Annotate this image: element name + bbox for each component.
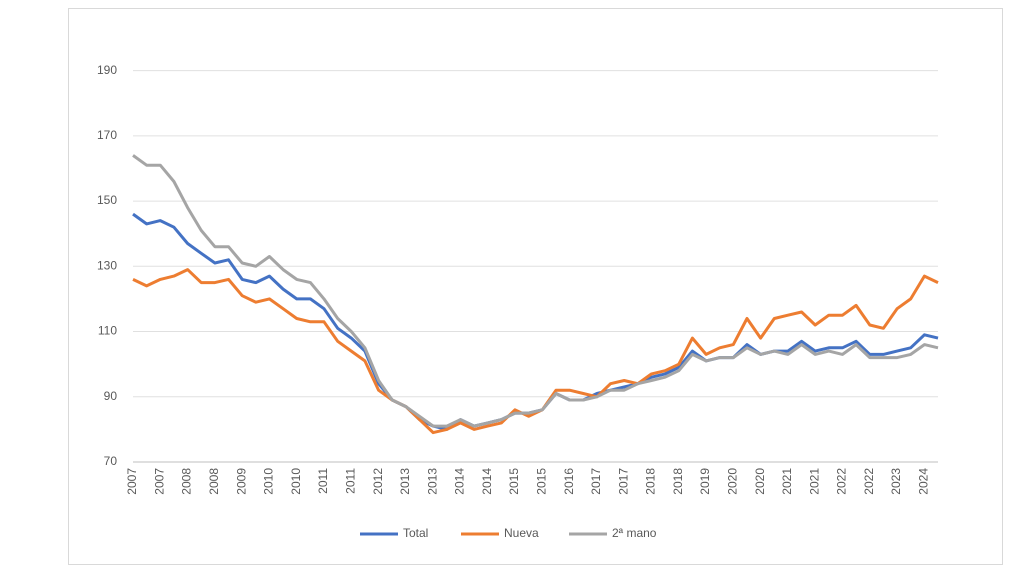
x-tick-label: 2013 [425,468,439,495]
x-tick-label: 2015 [534,468,548,495]
x-tick-label: 2018 [671,468,685,495]
x-tick-label: 2017 [589,468,603,495]
x-tick-label: 2020 [726,468,740,495]
x-tick-label: 2016 [562,468,576,495]
legend-label: Nueva [504,526,539,540]
y-tick-label: 190 [97,63,117,77]
x-tick-label: 2014 [453,468,467,495]
x-tick-label: 2017 [616,468,630,495]
x-tick-label: 2023 [889,468,903,495]
x-tick-label: 2007 [125,468,139,495]
y-tick-label: 130 [97,258,117,272]
x-tick-label: 2015 [507,468,521,495]
x-tick-label: 2008 [207,468,221,495]
x-tick-label: 2008 [180,468,194,495]
x-tick-label: 2007 [152,468,166,495]
x-tick-label: 2022 [862,468,876,495]
legend-label: 2ª mano [612,526,657,540]
x-tick-label: 2009 [234,468,248,495]
series-line [132,268,939,435]
x-tick-label: 2024 [917,468,931,495]
series-line [132,154,939,428]
x-tick-label: 2021 [807,468,821,495]
x-tick-label: 2010 [262,468,276,495]
y-tick-label: 110 [98,324,117,338]
x-tick-label: 2012 [371,468,385,495]
x-tick-label: 2010 [289,468,303,495]
x-tick-label: 2019 [698,468,712,495]
x-tick-label: 2020 [753,468,767,495]
chart-frame [68,8,1003,565]
x-tick-label: 2018 [644,468,658,495]
x-tick-label: 2011 [316,468,330,494]
y-tick-label: 170 [97,128,117,142]
x-tick-label: 2013 [398,468,412,495]
x-tick-label: 2022 [835,468,849,495]
y-tick-label: 150 [97,193,117,207]
x-tick-label: 2014 [480,468,494,495]
x-tick-label: 2021 [780,468,794,495]
y-tick-label: 70 [104,454,118,468]
x-tick-label: 2011 [343,468,357,494]
legend-label: Total [403,526,428,540]
y-tick-label: 90 [104,389,118,403]
